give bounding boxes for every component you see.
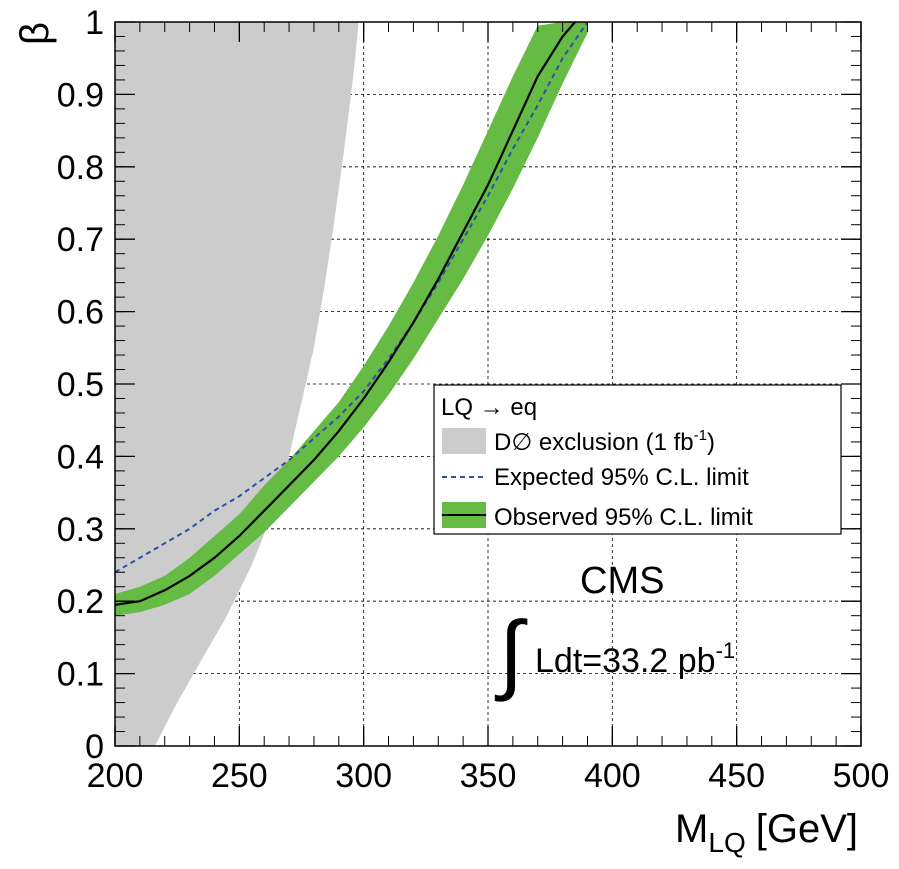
luminosity-label-main: Ldt=33.2 pb: [535, 642, 716, 680]
y-tick-labels: 0 0.1 0.2 0.3 0.4 0.5 0.6 0.7 0.8 0.9 1: [57, 4, 104, 766]
x-tick-labels: 200 250 300 350 400 450 500: [87, 757, 890, 795]
axis-ticks: [114, 21, 862, 747]
x-axis-title-sub: LQ: [708, 827, 745, 858]
expected-limit-line: [115, 22, 589, 574]
observed-limit-line: [115, 22, 576, 606]
luminosity-label: Ldt=33.2 pb-1: [535, 638, 735, 680]
d0-exclusion-area: [115, 22, 359, 746]
luminosity-label-sup: -1: [716, 638, 736, 663]
x-tick-label: 400: [584, 757, 641, 795]
y-tick-label: 0.4: [57, 438, 104, 476]
legend-d0-label-main: D∅ exclusion (1 fb: [494, 429, 694, 456]
y-tick-label: 0.7: [57, 221, 104, 259]
y-tick-label: 0.9: [57, 76, 104, 114]
y-tick-label: 0: [85, 728, 104, 766]
y-tick-label: 0.8: [57, 149, 104, 187]
y-tick-label: 0.3: [57, 511, 104, 549]
x-axis-title-unit: [GeV]: [756, 807, 858, 851]
x-axis-title-main: M: [675, 807, 708, 851]
y-tick-label: 0.1: [57, 656, 104, 694]
x-axis-title: MLQ [GeV]: [675, 807, 858, 858]
plot-frame: [114, 21, 862, 747]
y-tick-label: 1: [85, 4, 104, 42]
legend: LQ → eq D∅ exclusion (1 fb-1) Expected 9…: [433, 384, 842, 535]
legend-header: LQ → eq: [441, 394, 537, 421]
legend-d0-label-close: ): [707, 429, 715, 456]
x-tick-label: 450: [708, 757, 765, 795]
x-tick-label: 300: [335, 757, 392, 795]
y-tick-label: 0.6: [57, 294, 104, 332]
x-tick-label: 200: [87, 757, 144, 795]
y-tick-label: 0.5: [57, 366, 104, 404]
cms-label: CMS: [580, 560, 664, 602]
x-tick-label: 500: [833, 757, 890, 795]
observed-uncertainty-band: [115, 22, 588, 616]
y-tick-label: 0.2: [57, 583, 104, 621]
y-axis-title: β: [13, 22, 57, 45]
x-tick-label: 350: [460, 757, 517, 795]
legend-d0-label: D∅ exclusion (1 fb-1): [494, 427, 715, 456]
legend-d0-label-sup: -1: [694, 427, 707, 444]
legend-box: [433, 384, 842, 535]
legend-d0-swatch: [442, 428, 486, 454]
legend-expected-label: Expected 95% C.L. limit: [494, 464, 749, 491]
integral-symbol: ∫: [494, 603, 528, 702]
legend-observed-label: Observed 95% C.L. limit: [494, 504, 753, 531]
x-tick-label: 250: [211, 757, 268, 795]
